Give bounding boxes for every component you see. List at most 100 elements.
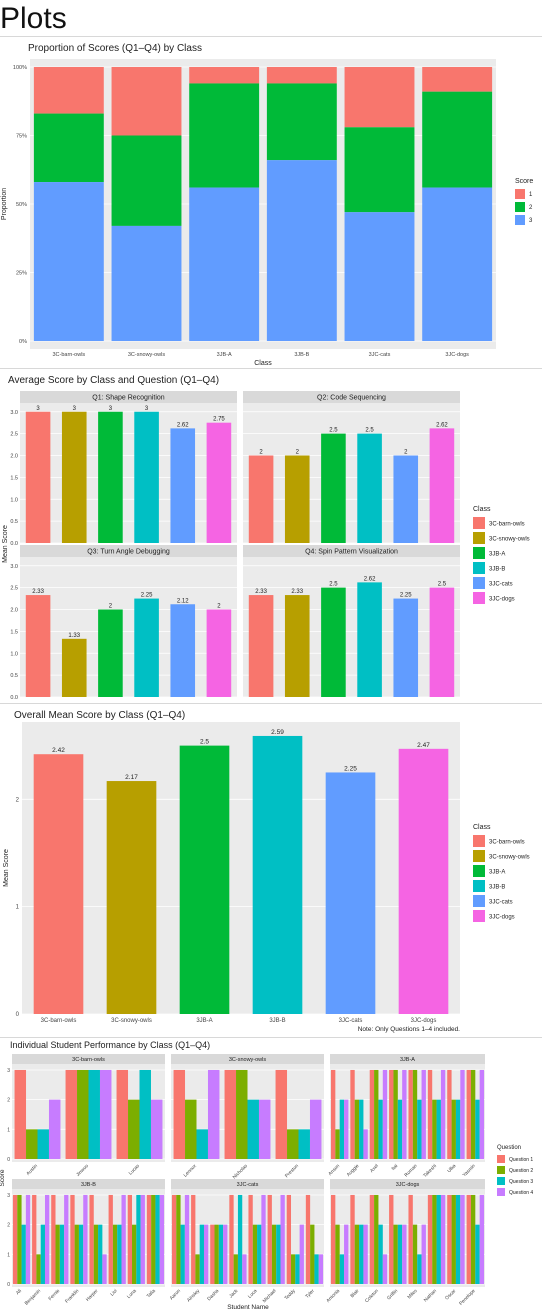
bar-3c-barn-owls — [33, 754, 84, 1014]
x-tick-label: 3JC-cats — [339, 1018, 363, 1024]
bar-anson-q2 — [335, 1129, 340, 1159]
bar-ali-q1 — [12, 1194, 18, 1284]
bar-benjamin-q1 — [32, 1194, 37, 1284]
legend-key-3jc-dogs — [473, 910, 485, 922]
data-label: 2.33 — [32, 589, 44, 595]
bar-q3-turn-angle-debugging-3jb-a — [98, 609, 123, 697]
data-label: 2.5 — [329, 582, 338, 588]
facet-strip — [171, 1179, 324, 1189]
x-tick-label: Itai — [390, 1163, 399, 1172]
data-label: 3 — [73, 406, 77, 412]
x-tick-label: Luca — [247, 1288, 259, 1300]
x-tick-label: Jack — [228, 1288, 240, 1300]
x-tick-label: Antonia — [325, 1288, 341, 1304]
legend-key-question-3 — [497, 1177, 505, 1185]
bar-jack-q4 — [242, 1254, 247, 1284]
x-tick-label: Blair — [349, 1288, 360, 1299]
bar-itai-q1 — [389, 1069, 394, 1159]
bar-talia-q3 — [155, 1194, 160, 1284]
y-tick-label: 0.5 — [10, 673, 18, 679]
bar-q3-turn-angle-debugging-3c-snowy-owls — [61, 638, 87, 697]
bar-q1-shape-recognition-3c-barn-owls — [25, 411, 51, 543]
bar-q1-shape-recognition-3jc-dogs — [206, 422, 232, 543]
x-tick-label: Talia — [146, 1288, 157, 1299]
legend-label-3jb-b: 3JB-B — [489, 885, 505, 891]
bar-preston-q3 — [298, 1129, 310, 1159]
bar-oscar-q2 — [451, 1194, 456, 1284]
bar-3jc-cats — [325, 772, 376, 1014]
data-label: 2.25 — [400, 593, 412, 599]
bar-teddy-q3 — [295, 1254, 300, 1284]
bar-preston-q1 — [275, 1069, 288, 1159]
data-label: 2.62 — [364, 576, 376, 582]
facet-strip-label: Q4: Spin Pattern Visualization — [305, 549, 398, 556]
bar-nicholas-q4 — [258, 1099, 271, 1159]
facet-strip — [12, 1179, 165, 1189]
bar-griffin-q3 — [397, 1224, 403, 1284]
bar-miles-q4 — [421, 1224, 426, 1284]
bar-roman-q1 — [408, 1069, 413, 1159]
bar-roman-q2 — [412, 1069, 418, 1159]
y-tick-label: 3 — [7, 1193, 10, 1199]
data-label: 2.25 — [344, 765, 357, 772]
x-tick-label: Oscar — [444, 1288, 458, 1302]
x-tick-label: Michael — [262, 1288, 278, 1304]
bar-austin-q4 — [48, 1099, 61, 1159]
bar-luca-q4 — [261, 1194, 266, 1284]
bar-teddy-q1 — [286, 1194, 292, 1284]
data-label: 2.42 — [52, 747, 65, 754]
bar-ainsley-q3 — [199, 1224, 204, 1284]
y-tick-label: 2.0 — [10, 608, 18, 614]
facet-strip-label: Q3: Turn Angle Debugging — [87, 549, 170, 556]
x-tick-label: 3JC-dogs — [445, 352, 469, 358]
legend-key-question-2 — [497, 1166, 505, 1174]
bar-antonia-q4 — [344, 1224, 349, 1284]
data-label: 2 — [217, 604, 221, 610]
facet-strip-label: Q2: Code Sequencing — [317, 395, 386, 402]
bar-aaron-q1 — [171, 1194, 177, 1284]
chart-note: Note: Only Questions 1–4 included. — [358, 1026, 460, 1033]
bar-jinwoo-q2 — [77, 1069, 89, 1159]
data-label: 2.5 — [329, 428, 338, 434]
bar-luna-q2 — [132, 1224, 137, 1284]
bar-harper-q2 — [93, 1224, 99, 1284]
facet-strip — [243, 391, 460, 403]
legend-title: Class — [473, 506, 491, 513]
bar-auggie-q2 — [354, 1099, 360, 1159]
data-label: 2 — [259, 450, 263, 456]
x-tick-label: Luna — [126, 1288, 138, 1300]
bar-ulka-q1 — [447, 1069, 452, 1159]
panel-divider — [0, 703, 542, 704]
bar-livi-q4 — [121, 1194, 126, 1284]
bar-michael-q1 — [267, 1194, 272, 1284]
x-tick-label: Ainsley — [186, 1288, 202, 1304]
bar-q3-turn-angle-debugging-3jc-cats — [170, 604, 196, 697]
y-tick-label: 2 — [7, 1223, 10, 1229]
bar-jinwoo-q4 — [99, 1069, 112, 1159]
bar-takeshi-q3 — [436, 1099, 441, 1159]
data-label: 2.62 — [436, 422, 448, 428]
bar-lennox-q4 — [207, 1069, 220, 1159]
bar-3jc-dogs-score-2 — [422, 91, 493, 188]
legend-label-question-4: Question 4 — [509, 1190, 533, 1196]
x-tick-label: Harper — [85, 1288, 100, 1303]
bar-q3-turn-angle-debugging-3jb-b — [134, 598, 159, 697]
x-tick-label: Nicholas — [232, 1163, 250, 1181]
plot-panel — [20, 403, 237, 543]
x-tick-label: Preston — [284, 1163, 300, 1179]
data-label: 2.5 — [200, 739, 209, 746]
plot-panel — [243, 403, 460, 543]
bar-ali-q4 — [25, 1194, 31, 1284]
bar-3jb-b — [252, 735, 303, 1014]
bar-axel-q2 — [374, 1069, 379, 1159]
bar-ainsley-q1 — [191, 1194, 196, 1284]
bar-benjamin-q2 — [36, 1254, 41, 1284]
legend-key-3c-barn-owls — [473, 835, 485, 847]
y-tick-label: 1 — [7, 1252, 10, 1258]
legend-key-3c-barn-owls — [473, 517, 485, 529]
bar-3c-snowy-owls-score-1 — [111, 67, 182, 136]
bar-nathan-q2 — [432, 1194, 437, 1284]
legend-label-3jc-cats: 3JC-cats — [489, 582, 513, 588]
bar-luca-q2 — [252, 1224, 258, 1284]
bar-3jb-b-score-3 — [266, 160, 337, 341]
